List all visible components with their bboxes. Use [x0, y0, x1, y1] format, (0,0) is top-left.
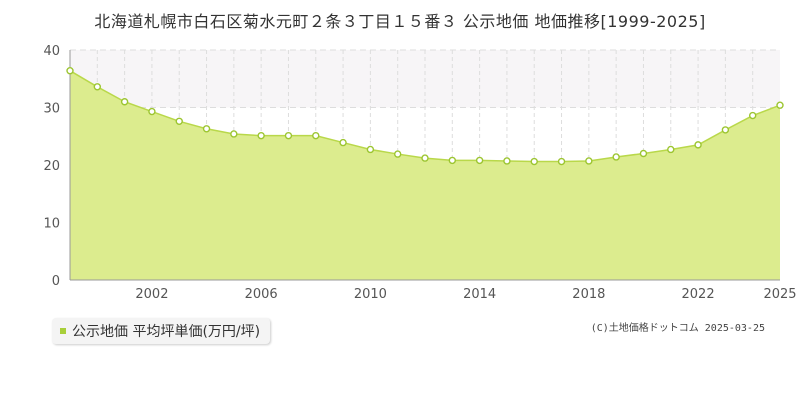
data-point [557, 157, 566, 166]
data-point [230, 130, 238, 138]
data-point [612, 153, 620, 161]
chart-title: 北海道札幌市白石区菊水元町２条３丁目１５番３ 公示地価 地価推移[1999-20… [94, 12, 706, 31]
data-point [475, 156, 484, 165]
x-tick-label: 2006 [245, 287, 278, 302]
data-point [503, 157, 511, 165]
x-tick-label: 2025 [763, 287, 796, 302]
data-point [721, 126, 730, 134]
data-point [530, 157, 538, 166]
data-point [339, 138, 347, 147]
data-point [93, 83, 102, 91]
data-point [776, 101, 784, 109]
x-tick-label: 2002 [135, 287, 168, 302]
y-tick-label: 20 [43, 159, 60, 174]
x-tick-label: 2018 [572, 287, 605, 302]
data-point [175, 117, 183, 126]
data-point [120, 98, 129, 106]
data-point [585, 157, 593, 165]
y-tick-label: 10 [43, 217, 60, 232]
data-point [748, 111, 757, 120]
y-tick-label: 40 [43, 44, 60, 59]
data-point [148, 107, 156, 116]
data-point [284, 131, 293, 140]
x-tick-label: 2010 [354, 287, 387, 302]
data-point [421, 154, 429, 162]
data-point [667, 145, 675, 154]
y-tick-label: 30 [43, 102, 60, 117]
data-point [694, 141, 702, 149]
legend-swatch [60, 328, 66, 334]
data-point [66, 66, 74, 75]
data-point [257, 131, 265, 140]
legend-label: 公示地価 平均坪単価(万円/坪) [72, 324, 261, 340]
data-point [639, 149, 648, 158]
data-point [202, 125, 211, 133]
data-point [312, 131, 320, 140]
x-tick-label: 2014 [463, 287, 496, 302]
series-area [70, 70, 780, 280]
data-point [448, 156, 457, 165]
data-point [366, 145, 375, 154]
legend: 公示地価 平均坪単価(万円/坪) [52, 318, 271, 344]
data-point [393, 150, 402, 158]
x-tick-label: 2022 [682, 287, 715, 302]
y-tick-label: 0 [52, 274, 60, 289]
copyright-text: (C)土地価格ドットコム 2025-03-25 [590, 323, 765, 334]
